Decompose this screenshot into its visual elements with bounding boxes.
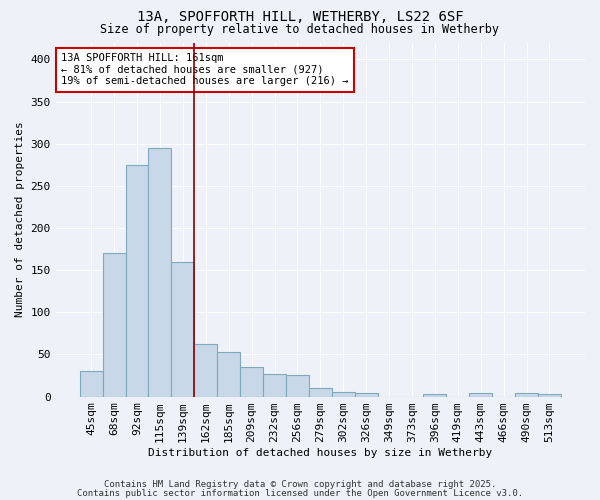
Text: 13A SPOFFORTH HILL: 161sqm
← 81% of detached houses are smaller (927)
19% of sem: 13A SPOFFORTH HILL: 161sqm ← 81% of deta… <box>61 53 349 86</box>
Bar <box>194 344 217 397</box>
Bar <box>263 374 286 396</box>
Bar <box>148 148 172 396</box>
Bar <box>125 164 148 396</box>
Text: Contains HM Land Registry data © Crown copyright and database right 2025.: Contains HM Land Registry data © Crown c… <box>104 480 496 489</box>
Bar <box>424 394 446 396</box>
Text: Size of property relative to detached houses in Wetherby: Size of property relative to detached ho… <box>101 22 499 36</box>
Bar <box>538 394 561 396</box>
Bar <box>240 367 263 396</box>
Bar <box>515 393 538 396</box>
Bar <box>309 388 332 396</box>
Bar <box>332 392 355 396</box>
Text: 13A, SPOFFORTH HILL, WETHERBY, LS22 6SF: 13A, SPOFFORTH HILL, WETHERBY, LS22 6SF <box>137 10 463 24</box>
Y-axis label: Number of detached properties: Number of detached properties <box>15 122 25 318</box>
Bar <box>217 352 240 397</box>
Bar <box>172 262 194 396</box>
Text: Contains public sector information licensed under the Open Government Licence v3: Contains public sector information licen… <box>77 489 523 498</box>
Bar <box>469 393 492 396</box>
Bar <box>103 254 125 396</box>
Bar <box>355 393 377 396</box>
Bar <box>80 372 103 396</box>
X-axis label: Distribution of detached houses by size in Wetherby: Distribution of detached houses by size … <box>148 448 493 458</box>
Bar <box>286 374 309 396</box>
